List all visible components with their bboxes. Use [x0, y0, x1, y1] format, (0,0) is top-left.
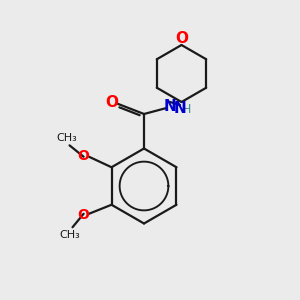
- Text: H: H: [181, 103, 191, 116]
- Text: CH₃: CH₃: [57, 133, 77, 143]
- Text: O: O: [78, 208, 90, 222]
- Text: N: N: [164, 99, 176, 114]
- Text: O: O: [78, 148, 90, 163]
- Text: CH₃: CH₃: [60, 230, 80, 240]
- Text: O: O: [105, 94, 118, 110]
- Text: N: N: [174, 101, 186, 116]
- Text: O: O: [175, 31, 188, 46]
